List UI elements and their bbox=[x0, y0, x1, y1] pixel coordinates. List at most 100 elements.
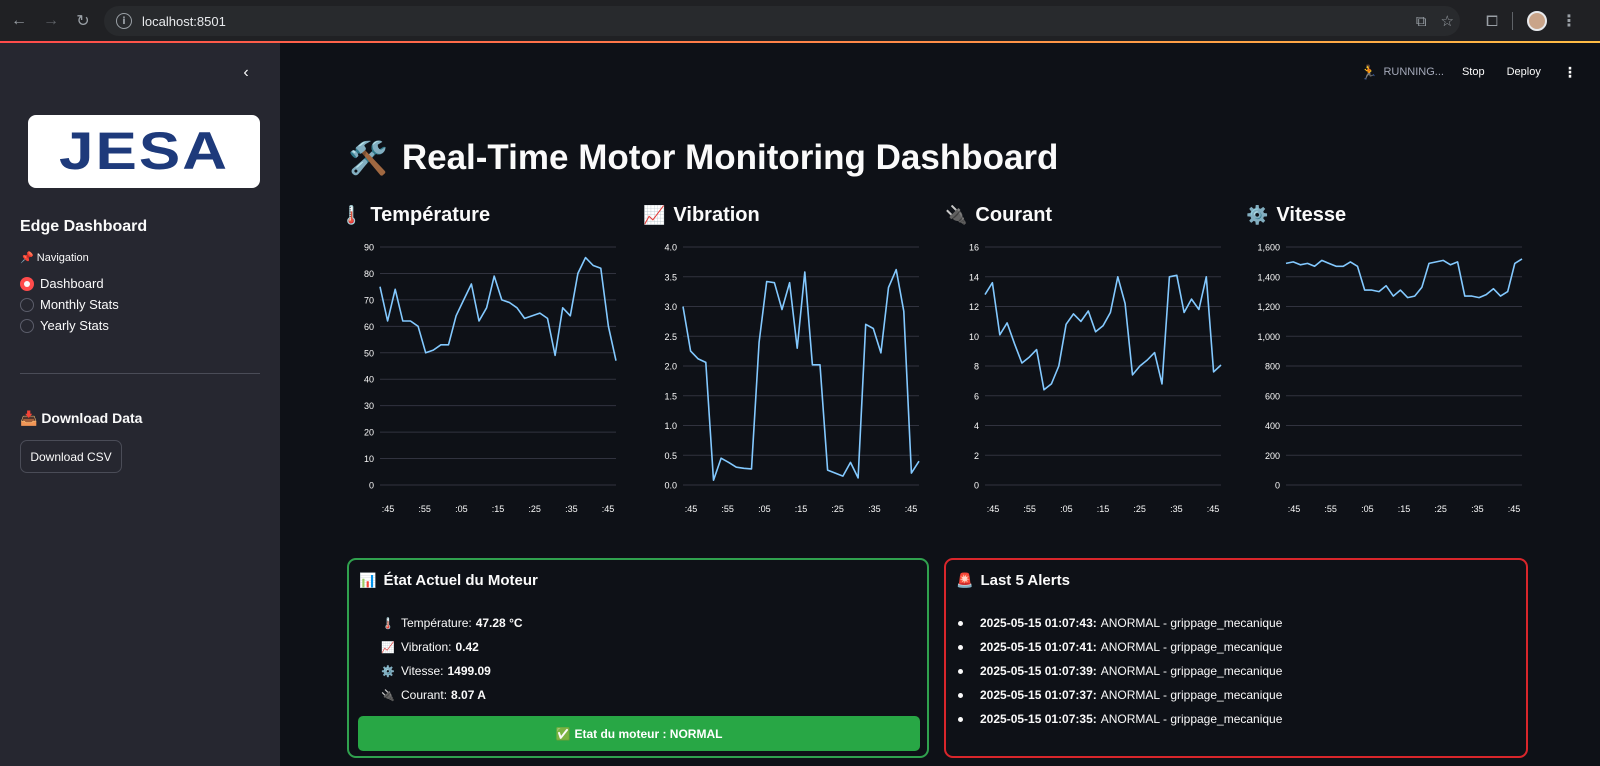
metric-value: 8.07 A bbox=[451, 688, 486, 702]
y-tick-label: 70 bbox=[364, 295, 374, 305]
alert-text: ANORMAL - grippage_mecanique bbox=[1100, 616, 1283, 630]
metric-value: 0.42 bbox=[455, 640, 479, 654]
collapse-sidebar-icon[interactable]: ‹ bbox=[243, 64, 249, 81]
y-tick-label: 1,000 bbox=[1257, 332, 1280, 342]
bullet-icon bbox=[958, 692, 963, 698]
nav-option-yearly-stats[interactable]: Yearly Stats bbox=[20, 315, 119, 336]
browser-toolbar: ← → ↻ i localhost:8501 ⧉ ☆ ⧠ ⋮ bbox=[0, 0, 1600, 42]
series-line bbox=[682, 268, 920, 481]
current-line-chart[interactable]: 0 2 4 6 8 10 12 14 16:45:55:05:15:25:35:45 bbox=[945, 242, 1227, 532]
metric-label: Vitesse: bbox=[401, 664, 444, 678]
nav-option-label[interactable]: Yearly Stats bbox=[40, 318, 109, 333]
temperature-line-chart[interactable]: 0 10 20 30 40 50 60 70 80 90:45:55:05:15:25:35:45 bbox=[340, 242, 622, 532]
alerts-card: 🚨 Last 5 Alerts 2025-05-15 01:07:43: ANO… bbox=[944, 558, 1528, 758]
thermometer-icon: 🌡️ bbox=[381, 617, 395, 630]
y-tick-label: 10 bbox=[969, 332, 979, 342]
tools-icon: 🛠️ bbox=[348, 140, 388, 176]
y-tick-label: 3.0 bbox=[664, 302, 677, 312]
site-info-icon[interactable]: i bbox=[116, 13, 132, 29]
x-tick-label: :35 bbox=[868, 504, 881, 514]
address-bar[interactable]: i localhost:8501 ⧉ ☆ bbox=[104, 6, 1460, 36]
metric-vibration: 📈 Vibration: 0.42 bbox=[381, 635, 523, 659]
y-tick-label: 0 bbox=[974, 481, 979, 491]
chart-title: Vitesse bbox=[1276, 204, 1347, 226]
nav-option-label[interactable]: Dashboard bbox=[40, 276, 104, 291]
x-tick-label: :55 bbox=[1324, 504, 1337, 514]
bullet-icon bbox=[958, 668, 963, 674]
y-tick-label: 0.5 bbox=[664, 451, 677, 461]
translate-icon[interactable]: ⧉ bbox=[1415, 12, 1427, 30]
radio-selected-icon[interactable] bbox=[20, 276, 34, 291]
y-tick-label: 1.0 bbox=[664, 421, 677, 431]
sidebar: ‹ JESA Edge Dashboard 📌 Navigation Dashb… bbox=[0, 43, 280, 766]
y-tick-label: 90 bbox=[364, 243, 374, 253]
vibration-line-chart[interactable]: 0.0 0.5 1.0 1.5 2.0 2.5 3.0 3.5 4.0:45:55:05:15:… bbox=[643, 242, 925, 532]
speed-line-chart[interactable]: 0 200 400 600 800 1,000 1,200 1,400 1,600:45:55:… bbox=[1246, 242, 1528, 532]
x-tick-label: :25 bbox=[831, 504, 844, 514]
motor-status-text: Etat du moteur : NORMAL bbox=[574, 726, 723, 741]
x-tick-label: :35 bbox=[1170, 504, 1183, 514]
x-tick-label: :35 bbox=[1471, 504, 1484, 514]
main-menu-icon[interactable]: ⋮ bbox=[1562, 63, 1577, 80]
alert-list: 2025-05-15 01:07:43: ANORMAL - grippage_… bbox=[956, 611, 1282, 731]
y-tick-label: 400 bbox=[1265, 421, 1280, 431]
motor-status-banner: ✅ Etat du moteur : NORMAL bbox=[358, 716, 920, 751]
nav-option-monthly-stats[interactable]: Monthly Stats bbox=[20, 294, 119, 315]
chart-increasing-icon: 📈 bbox=[643, 205, 666, 225]
stop-button[interactable]: Stop bbox=[1461, 66, 1485, 78]
download-csv-button[interactable]: Download CSV bbox=[20, 440, 122, 473]
nav-option-label[interactable]: Monthly Stats bbox=[40, 297, 119, 312]
metric-value: 1499.09 bbox=[447, 664, 491, 678]
radio-unselected-icon[interactable] bbox=[20, 297, 34, 312]
alert-time: 2025-05-15 01:07:41: bbox=[980, 640, 1097, 654]
reload-icon[interactable]: ↻ bbox=[76, 13, 90, 30]
profile-avatar[interactable] bbox=[1527, 11, 1548, 31]
gear-icon: ⚙️ bbox=[381, 665, 395, 678]
forward-icon[interactable]: → bbox=[43, 12, 59, 29]
x-tick-label: :45 bbox=[1207, 504, 1220, 514]
radio-unselected-icon[interactable] bbox=[20, 318, 34, 333]
x-tick-label: :45 bbox=[602, 504, 615, 514]
deploy-button[interactable]: Deploy bbox=[1506, 66, 1541, 78]
x-tick-label: :25 bbox=[528, 504, 541, 514]
y-tick-label: 12 bbox=[969, 302, 979, 312]
y-tick-label: 0 bbox=[369, 481, 374, 491]
alert-text: ANORMAL - grippage_mecanique bbox=[1100, 664, 1283, 678]
y-tick-label: 20 bbox=[364, 428, 374, 438]
bookmark-star-icon[interactable]: ☆ bbox=[1440, 13, 1454, 30]
y-tick-label: 2 bbox=[974, 451, 979, 461]
sidebar-divider bbox=[20, 373, 260, 374]
alert-time: 2025-05-15 01:07:35: bbox=[980, 712, 1097, 726]
x-tick-label: :45 bbox=[685, 504, 698, 514]
x-tick-label: :05 bbox=[1361, 504, 1374, 514]
speed-chart-block: ⚙️ Vitesse 0 200 400 600 800 1,000 1,200 1,400 1… bbox=[1246, 204, 1528, 534]
toolbar-divider bbox=[1512, 12, 1514, 30]
x-tick-label: :25 bbox=[1434, 504, 1447, 514]
x-tick-label: :15 bbox=[1398, 504, 1411, 514]
url-text[interactable]: localhost:8501 bbox=[142, 13, 226, 29]
x-tick-label: :45 bbox=[1508, 504, 1521, 514]
plug-icon: 🔌 bbox=[945, 205, 968, 225]
plug-icon: 🔌 bbox=[381, 689, 395, 702]
browser-menu-icon[interactable]: ⋮ bbox=[1561, 13, 1578, 30]
series-line bbox=[1285, 258, 1523, 299]
alert-time: 2025-05-15 01:07:39: bbox=[980, 664, 1097, 678]
y-tick-label: 80 bbox=[364, 269, 374, 279]
back-icon[interactable]: ← bbox=[11, 12, 27, 29]
x-tick-label: :45 bbox=[987, 504, 1000, 514]
gear-icon: ⚙️ bbox=[1246, 205, 1269, 225]
siren-icon: 🚨 bbox=[956, 572, 974, 588]
nav-option-dashboard[interactable]: Dashboard bbox=[20, 273, 119, 294]
logo-text: JESA bbox=[59, 122, 229, 181]
chart-header: 🔌 Courant bbox=[945, 204, 1052, 227]
y-tick-label: 1,400 bbox=[1257, 272, 1280, 282]
x-tick-label: :15 bbox=[1097, 504, 1110, 514]
card-title-text: Last 5 Alerts bbox=[980, 572, 1070, 589]
x-tick-label: :55 bbox=[418, 504, 431, 514]
bullet-icon bbox=[958, 620, 963, 626]
y-tick-label: 2.5 bbox=[664, 332, 677, 342]
x-tick-label: :35 bbox=[565, 504, 578, 514]
metric-label: Vibration: bbox=[401, 640, 452, 654]
series-line bbox=[379, 256, 617, 361]
extensions-icon[interactable]: ⧠ bbox=[1486, 12, 1499, 30]
